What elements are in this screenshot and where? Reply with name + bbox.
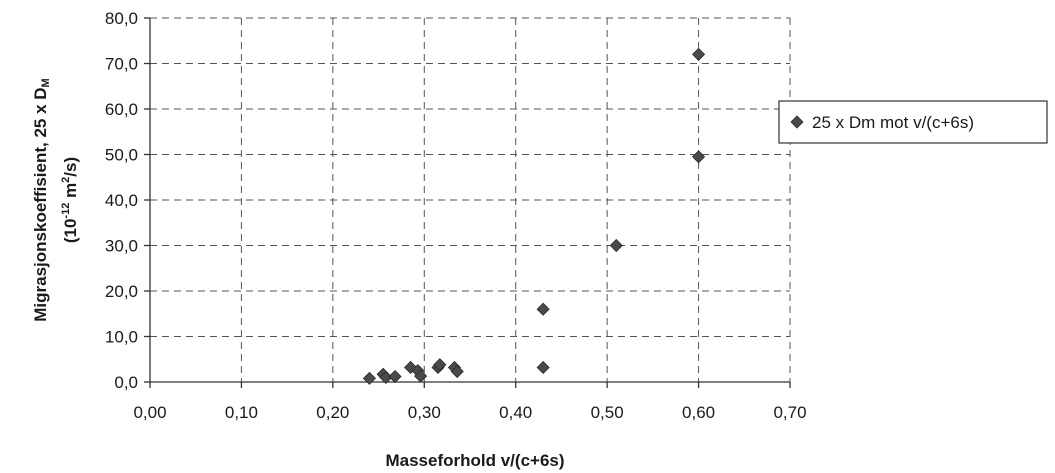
y-axis-title-line2: (10-12 m2/s) xyxy=(60,157,80,243)
x-axis-title: Masseforhold v/(c+6s) xyxy=(385,451,564,470)
data-point-diamond xyxy=(433,358,447,372)
y-tick-label: 70,0 xyxy=(105,55,138,74)
data-point-diamond xyxy=(414,369,428,383)
data-points xyxy=(362,47,706,385)
y-tick-label: 10,0 xyxy=(105,328,138,347)
data-point-diamond xyxy=(692,47,706,61)
data-point-diamond xyxy=(388,369,402,384)
y-axis-title: Migrasjonskoeffisient, 25 x DM (10-12 m2… xyxy=(31,78,80,321)
y-ticks: 0,0 10,0 20,0 30,0 40,0 50,0 60,0 70,0 80,0 xyxy=(105,9,150,392)
data-point-diamond xyxy=(536,360,550,375)
y-tick-label: 60,0 xyxy=(105,100,138,119)
y-tick-label: 30,0 xyxy=(105,237,138,256)
y-tick-label: 20,0 xyxy=(105,282,138,301)
data-point-diamond xyxy=(692,150,706,164)
data-point-diamond xyxy=(362,371,376,385)
legend-label: 25 x Dm mot v/(c+6s) xyxy=(812,113,974,132)
legend-box xyxy=(778,100,1048,144)
x-tick-label: 0,40 xyxy=(499,403,532,422)
x-tick-label: 0,00 xyxy=(133,403,166,422)
data-point-diamond xyxy=(536,302,550,316)
x-tick-label: 0,10 xyxy=(225,403,258,422)
x-tick-label: 0,30 xyxy=(408,403,441,422)
y-tick-label: 80,0 xyxy=(105,9,138,28)
x-tick-label: 0,20 xyxy=(316,403,349,422)
x-tick-label: 0,60 xyxy=(682,403,715,422)
x-tick-label: 0,70 xyxy=(773,403,806,422)
x-ticks: 0,00 0,10 0,20 0,30 0,40 0,50 0,60 0,70 xyxy=(133,382,807,422)
data-point-diamond xyxy=(609,238,623,253)
x-tick-label: 0,50 xyxy=(591,403,624,422)
legend-marker-icon xyxy=(790,115,804,129)
y-tick-label: 50,0 xyxy=(105,146,138,165)
y-axis-title-line1: Migrasjonskoeffisient, 25 x DM xyxy=(31,78,52,321)
legend: 25 x Dm mot v/(c+6s) xyxy=(778,100,1048,144)
gridlines xyxy=(150,17,791,382)
y-tick-label: 40,0 xyxy=(105,191,138,210)
data-point-diamond xyxy=(450,364,464,379)
y-tick-label: 0,0 xyxy=(114,373,138,392)
